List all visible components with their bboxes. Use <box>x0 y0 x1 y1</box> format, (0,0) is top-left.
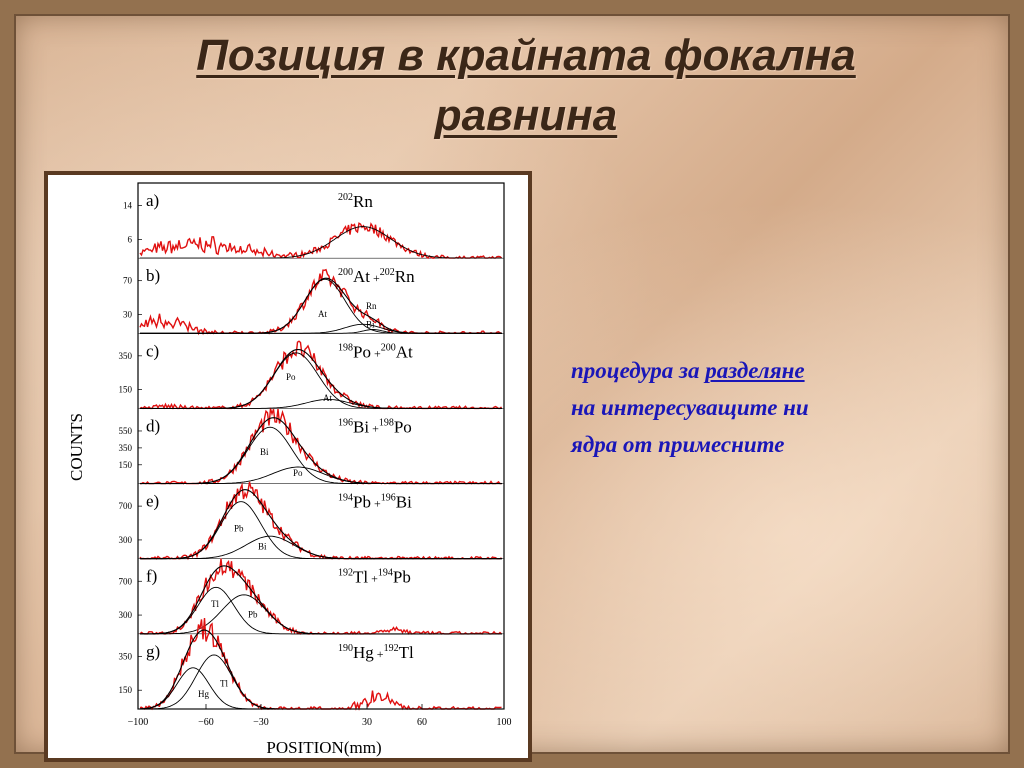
panel-letter: c) <box>146 341 159 360</box>
isotope-label: 194Pb +196Bi <box>338 493 412 512</box>
panel-letter: a) <box>146 191 159 210</box>
isotope-label: 190Hg +192Tl <box>338 643 414 662</box>
y-tick-label: 150 <box>119 385 133 395</box>
curve-label: Po <box>293 468 303 478</box>
fit-component-curve <box>140 278 502 334</box>
x-tick-label: −60 <box>198 717 214 728</box>
fit-total-curve <box>140 348 502 409</box>
y-tick-label: 6 <box>128 234 133 244</box>
plot-frame <box>137 182 505 710</box>
title-line-1: Позиция в крайната фокална <box>196 31 856 80</box>
fit-total-curve <box>139 565 502 635</box>
x-tick-label: 30 <box>362 717 372 728</box>
isotope-label: 202Rn <box>338 192 373 211</box>
y-axis-title: COUNTS <box>67 413 86 481</box>
spectrum-panel-f: f) 192Tl +194Pb 700 300 Tl Pb <box>119 558 504 636</box>
fit-component-curve <box>140 501 502 560</box>
measured-counts-trace <box>139 618 502 711</box>
fit-component-curve <box>140 594 502 635</box>
curve-label: Bi <box>260 447 269 457</box>
curve-label: At <box>323 393 332 403</box>
note-line-3: ядра от примесните <box>571 432 785 457</box>
fit-total-curve <box>140 277 502 334</box>
fit-total-curve <box>139 629 502 710</box>
title-line-2: равнина <box>434 91 618 140</box>
measured-counts-trace <box>139 268 502 336</box>
fit-component-curve <box>139 667 502 710</box>
fit-component-curve <box>140 426 502 485</box>
spectrum-panel-d: d) 196Bi +198Po 550 350 150 Bi Po <box>119 408 504 485</box>
x-tick-label: −100 <box>128 717 149 728</box>
y-tick-label: 550 <box>119 426 133 436</box>
panel-letter: d) <box>146 416 160 435</box>
curve-label: Rn <box>366 301 377 311</box>
curve-label: Po <box>286 372 296 382</box>
curve-label: Pb <box>234 524 244 534</box>
fit-component-curve <box>140 654 502 710</box>
y-tick-label: 150 <box>119 460 133 470</box>
y-tick-label: 350 <box>119 351 133 361</box>
slide-title: Позиция в крайната фокална равнина <box>74 26 978 146</box>
isotope-label: 198Po +200At <box>338 342 413 361</box>
isotope-label: 192Tl +194Pb <box>338 568 411 587</box>
panel-letter: f) <box>146 567 157 586</box>
note-part-1: процедура за <box>571 358 706 383</box>
curve-label: Hg <box>198 689 209 699</box>
x-tick-label: 60 <box>417 717 427 728</box>
isotope-label: 196Bi +198Po <box>338 417 412 436</box>
y-tick-label: 350 <box>119 651 133 661</box>
spectra-figure: a) 202Rn 14 6 b) 200At +202Rn 70 30 At Rn Bi c) 198P… <box>44 171 532 762</box>
y-tick-label: 150 <box>119 685 133 695</box>
curve-label: At <box>318 309 327 319</box>
y-tick-label: 300 <box>119 535 133 545</box>
fit-component-curve <box>140 226 502 259</box>
y-tick-label: 700 <box>119 576 133 586</box>
measured-counts-trace <box>139 481 502 561</box>
spectra-figure-svg: a) 202Rn 14 6 b) 200At +202Rn 70 30 At Rn Bi c) 198P… <box>67 182 512 757</box>
spectrum-panel-g: g) 190Hg +192Tl 350 150 Hg Tl <box>119 618 504 711</box>
isotope-label: 200At +202Rn <box>338 267 415 286</box>
spectrum-panel-e: e) 194Pb +196Bi 700 300 Pb Bi <box>119 481 504 561</box>
fit-component-curve <box>140 398 502 409</box>
panel-letter: b) <box>146 266 160 285</box>
fit-total-curve <box>140 489 502 560</box>
note-text: процедура за разделяне на интересуващите… <box>571 352 971 463</box>
x-tick-label: 100 <box>497 717 512 728</box>
y-tick-label: 700 <box>119 501 133 511</box>
curve-label: Tl <box>211 599 219 609</box>
y-tick-label: 30 <box>123 310 133 320</box>
note-line-2: на интересуващите ни <box>571 395 809 420</box>
panel-letter: g) <box>146 642 160 661</box>
spectrum-panel-a: a) 202Rn 14 6 <box>123 191 504 260</box>
fit-total-curve <box>140 417 502 485</box>
y-tick-label: 300 <box>119 610 133 620</box>
curve-label: Tl <box>220 678 228 688</box>
y-tick-label: 14 <box>123 201 133 211</box>
curve-label: Bi <box>258 542 267 552</box>
measured-counts-trace <box>139 558 502 636</box>
curve-label: Bi <box>366 319 375 329</box>
x-axis-title: POSITION(mm) <box>266 738 381 757</box>
curve-label: Pb <box>248 609 258 619</box>
measured-counts-trace <box>139 222 502 260</box>
spectrum-panel-b: b) 200At +202Rn 70 30 At Rn Bi <box>123 266 504 336</box>
y-tick-label: 350 <box>119 443 133 453</box>
measured-counts-trace <box>140 408 502 485</box>
note-underlined-word: разделяне <box>705 358 805 383</box>
y-tick-label: 70 <box>123 276 133 286</box>
spectrum-panel-c: c) 198Po +200At 350 150 Po At <box>119 340 504 410</box>
panel-letter: e) <box>146 492 159 511</box>
fit-component-curve <box>139 586 502 635</box>
x-tick-label: −30 <box>253 717 269 728</box>
measured-counts-trace <box>139 340 502 410</box>
